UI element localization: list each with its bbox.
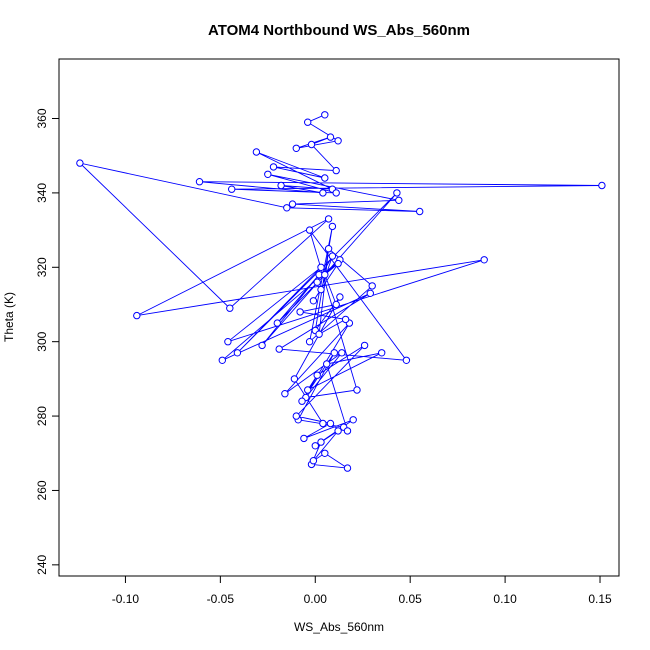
data-point — [328, 222, 337, 231]
data-point — [353, 386, 361, 394]
data-point — [305, 226, 314, 234]
data-point — [324, 245, 333, 253]
y-tick-label: 320 — [35, 257, 49, 277]
data-point — [321, 271, 329, 279]
data-point — [273, 319, 281, 327]
data-point — [317, 285, 325, 294]
data-point — [264, 170, 272, 179]
data-point — [334, 259, 342, 268]
data-point — [317, 438, 325, 446]
data-point — [366, 289, 374, 297]
data-point — [334, 427, 342, 435]
data-point — [304, 386, 312, 394]
data-point — [378, 349, 386, 357]
y-tick-label: 300 — [35, 331, 49, 351]
data-point — [277, 181, 285, 190]
data-point — [326, 133, 335, 141]
data-point — [218, 356, 227, 364]
data-point — [336, 293, 344, 301]
series-line — [78, 114, 602, 469]
data-point — [368, 282, 376, 290]
y-tick-label: 260 — [35, 480, 49, 500]
data-point — [598, 181, 606, 190]
series-polyline — [78, 114, 602, 469]
data-point — [349, 416, 357, 424]
data-point — [76, 159, 84, 167]
data-point — [343, 464, 352, 472]
data-point — [332, 300, 340, 309]
y-tick-label: 240 — [35, 555, 49, 575]
data-point — [360, 341, 369, 350]
data-point — [319, 189, 327, 197]
data-point — [332, 166, 340, 175]
data-point — [288, 200, 297, 208]
data-point — [226, 304, 234, 312]
data-point — [233, 349, 242, 357]
data-point — [315, 330, 323, 338]
data-point — [343, 427, 352, 435]
data-point — [330, 349, 338, 357]
series-points — [76, 111, 606, 472]
data-point — [290, 375, 299, 383]
data-point — [323, 360, 331, 368]
data-point — [305, 338, 314, 346]
x-tick-label: 0.15 — [588, 592, 612, 606]
data-point — [309, 297, 318, 305]
x-tick-label: 0.00 — [304, 592, 328, 606]
data-point — [228, 185, 236, 193]
data-point — [313, 371, 321, 379]
data-point — [224, 338, 232, 346]
x-tick-label: -0.10 — [112, 592, 140, 606]
data-point — [393, 189, 401, 197]
data-point — [269, 163, 278, 171]
data-point — [252, 148, 261, 156]
x-axis: -0.10 -0.05 0.00 0.05 0.10 0.15 — [112, 576, 612, 606]
y-axis-label: Theta (K) — [2, 292, 16, 342]
y-tick-label: 340 — [35, 183, 49, 203]
data-point — [321, 174, 329, 182]
y-axis: 240 260 280 300 320 340 360 — [35, 108, 59, 575]
data-point — [395, 196, 403, 205]
data-point — [195, 178, 204, 186]
data-point — [313, 278, 321, 286]
data-point — [334, 137, 342, 145]
chart-title: ATOM4 Northbound WS_Abs_560nm — [208, 22, 470, 39]
y-tick-label: 280 — [35, 406, 49, 426]
data-point — [328, 252, 337, 260]
data-point — [283, 204, 291, 212]
data-point — [480, 256, 488, 264]
data-point — [307, 140, 316, 149]
data-point — [258, 341, 266, 350]
x-tick-label: 0.10 — [493, 592, 517, 606]
data-point — [304, 118, 312, 126]
data-point — [402, 356, 411, 364]
data-point — [275, 345, 283, 353]
y-tick-label: 360 — [35, 108, 49, 128]
data-point — [300, 434, 308, 443]
data-point — [281, 390, 289, 398]
data-point — [311, 442, 319, 450]
data-point — [324, 215, 333, 223]
x-axis-label: WS_Abs_560nm — [294, 620, 384, 634]
data-point — [321, 111, 329, 119]
data-point — [416, 207, 424, 216]
data-point — [332, 189, 340, 197]
data-point — [326, 419, 335, 428]
plot-frame — [58, 58, 620, 577]
data-point — [319, 419, 327, 428]
data-point — [309, 457, 318, 465]
data-point — [292, 412, 300, 420]
data-point — [298, 397, 306, 405]
x-tick-label: 0.05 — [399, 592, 423, 606]
data-point — [296, 308, 304, 316]
data-point — [133, 311, 141, 320]
data-point — [321, 449, 329, 457]
data-point — [317, 263, 325, 271]
data-point — [292, 144, 300, 153]
data-point — [338, 349, 346, 357]
data-point — [341, 315, 350, 324]
x-tick-label: -0.05 — [207, 592, 235, 606]
